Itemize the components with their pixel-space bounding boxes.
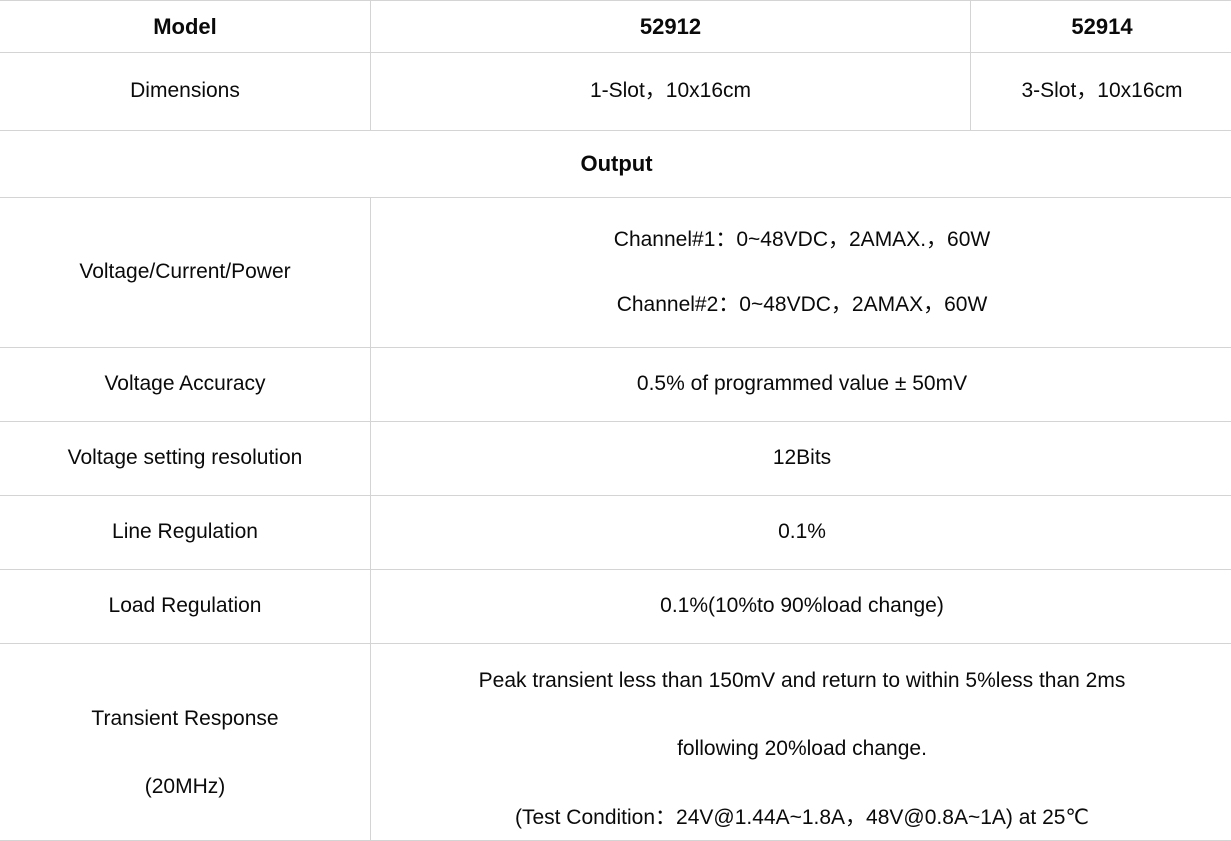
- load-regulation-label-text: Load Regulation: [109, 594, 262, 617]
- table-row-voltage-accuracy: Voltage Accuracy 0.5% of programmed valu…: [0, 348, 1231, 422]
- model-52914-text: 52914: [1071, 14, 1132, 39]
- transient-line-3: (Test Condition：24V@1.44A~1.8A，48V@0.8A~…: [515, 803, 1089, 833]
- line-regulation-label-text: Line Regulation: [112, 520, 258, 543]
- cell-transient-response-value: Peak transient less than 150mV and retur…: [371, 644, 1231, 841]
- dimensions-52914-text: 3-Slot，10x16cm: [1021, 79, 1182, 102]
- cell-vcp-label: Voltage/Current/Power: [0, 198, 371, 348]
- cell-load-regulation-value: 0.1%(10%to 90%load change): [371, 570, 1231, 644]
- transient-response-label-text: Transient Response: [91, 704, 278, 734]
- table-row-dimensions: Dimensions 1-Slot，10x16cm 3-Slot，10x16cm: [0, 53, 1231, 131]
- dimensions-label-text: Dimensions: [130, 79, 240, 102]
- vcp-channel1-text: Channel#1：0~48VDC，2AMAX.，60W: [614, 225, 990, 255]
- cell-voltage-accuracy-value: 0.5% of programmed value ± 50mV: [371, 348, 1231, 422]
- model-label-text: Model: [153, 14, 217, 39]
- cell-line-regulation-label: Line Regulation: [0, 496, 371, 570]
- cell-line-regulation-value: 0.1%: [371, 496, 1231, 570]
- load-regulation-value-text: 0.1%(10%to 90%load change): [660, 594, 944, 617]
- transient-label-group: Transient Response (20MHz): [0, 644, 370, 840]
- table-row-output-section: Output: [0, 131, 1231, 198]
- transient-response-sublabel-text: (20MHz): [145, 772, 226, 802]
- line-regulation-value-text: 0.1%: [778, 520, 826, 543]
- voltage-accuracy-value-text: 0.5% of programmed value ± 50mV: [637, 372, 967, 395]
- cell-model-52914: 52914: [971, 1, 1231, 53]
- cell-voltage-resolution-value: 12Bits: [371, 422, 1231, 496]
- cell-load-regulation-label: Load Regulation: [0, 570, 371, 644]
- cell-dimensions-label: Dimensions: [0, 53, 371, 131]
- voltage-resolution-value-text: 12Bits: [773, 446, 831, 469]
- cell-vcp-value: Channel#1：0~48VDC，2AMAX.，60W Channel#2：0…: [371, 198, 1231, 348]
- table-row-voltage-setting-resolution: Voltage setting resolution 12Bits: [0, 422, 1231, 496]
- voltage-resolution-label-text: Voltage setting resolution: [68, 446, 303, 469]
- cell-model-label: Model: [0, 1, 371, 53]
- cell-model-52912: 52912: [371, 1, 971, 53]
- cell-dimensions-52912: 1-Slot，10x16cm: [371, 53, 971, 131]
- voltage-accuracy-label-text: Voltage Accuracy: [104, 372, 265, 395]
- cell-transient-response-label: Transient Response (20MHz): [0, 644, 371, 841]
- model-52912-text: 52912: [640, 14, 701, 39]
- vcp-value-lines: Channel#1：0~48VDC，2AMAX.，60W Channel#2：0…: [371, 198, 1231, 347]
- table-row-line-regulation: Line Regulation 0.1%: [0, 496, 1231, 570]
- cell-dimensions-52914: 3-Slot，10x16cm: [971, 53, 1231, 131]
- cell-voltage-accuracy-label: Voltage Accuracy: [0, 348, 371, 422]
- table-row-voltage-current-power: Voltage/Current/Power Channel#1：0~48VDC，…: [0, 198, 1231, 348]
- output-section-title: Output: [580, 151, 652, 176]
- transient-value-lines: Peak transient less than 150mV and retur…: [371, 644, 1231, 840]
- transient-line-1: Peak transient less than 150mV and retur…: [479, 666, 1126, 696]
- vcp-label-text: Voltage/Current/Power: [79, 260, 290, 283]
- table-row-transient-response: Transient Response (20MHz) Peak transien…: [0, 644, 1231, 841]
- table-row-model-header: Model 52912 52914: [0, 1, 1231, 53]
- cell-voltage-resolution-label: Voltage setting resolution: [0, 422, 371, 496]
- vcp-channel2-text: Channel#2：0~48VDC，2AMAX，60W: [617, 290, 988, 320]
- cell-output-section-header: Output: [0, 131, 1231, 198]
- dimensions-52912-text: 1-Slot，10x16cm: [590, 79, 751, 102]
- transient-line-2: following 20%load change.: [677, 734, 927, 764]
- table-row-load-regulation: Load Regulation 0.1%(10%to 90%load chang…: [0, 570, 1231, 644]
